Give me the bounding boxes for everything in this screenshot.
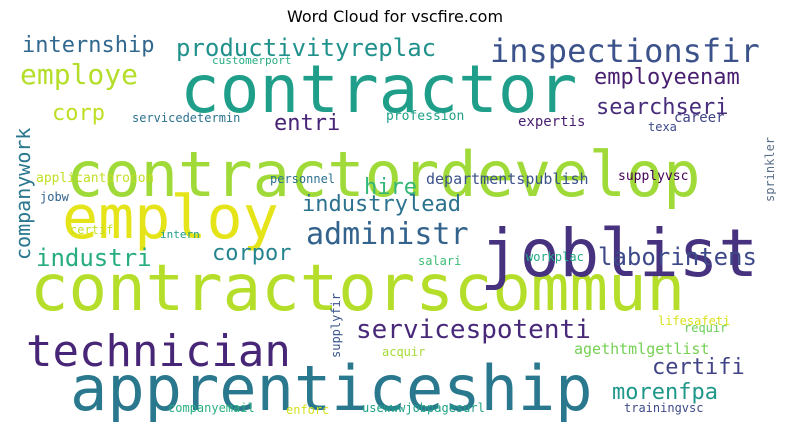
word-corpor: corpor [212, 241, 291, 266]
word-usewwwjobpagesurl: usewwwjobpagesurl [362, 401, 485, 415]
word-morenfpa: morenfpa [612, 380, 718, 405]
word-contractordevelop: contractordevelop [66, 138, 701, 211]
word-expertis: expertis [518, 114, 585, 130]
word-administr: administr [306, 217, 469, 252]
word-sprinkler: sprinkler [763, 137, 776, 202]
word-texa: texa [648, 120, 677, 134]
word-industrylead: industrylead [302, 192, 461, 217]
word-certif: certif [70, 223, 113, 237]
word-servicedetermin: servicedetermin [132, 111, 240, 125]
word-jobw: jobw [40, 190, 70, 204]
word-profession: profession [386, 109, 464, 124]
word-productivityreplac: productivityreplac [176, 34, 436, 62]
word-corp: corp [52, 101, 105, 126]
word-companywork: companywork [16, 128, 35, 260]
word-apprenticeship: apprenticeship [70, 352, 593, 422]
word-supplyvsc: supplyvsc [618, 169, 688, 184]
word-employe: employe [20, 58, 138, 91]
word-customerport: customerport [212, 54, 291, 67]
word-cloud-canvas: contractorscommun contractordevelop joblis… [16, 28, 776, 422]
word-employeenam: employeenam [594, 65, 740, 90]
word-entri: entri [274, 111, 340, 136]
word-trainingvsc: trainingvsc [624, 401, 703, 415]
word-industri: industri [36, 244, 152, 272]
word-salari: salari [418, 254, 461, 268]
word-agethtmlgetlist: agethtmlgetlist [574, 340, 709, 358]
word-employ: employ [62, 183, 279, 253]
word-inspectionsfir: inspectionsfir [490, 32, 760, 70]
word-career: career [674, 110, 725, 126]
word-cloud-svg: contractorscommun contractordevelopjoblis… [16, 32, 776, 422]
word-technician: technician [26, 326, 291, 377]
word-searchseri: searchseri [596, 95, 728, 120]
word-companyemail: companyemail [168, 401, 255, 415]
word-acquir: acquir [382, 345, 425, 359]
chart-title: Word Cloud for vscfire.com [286, 7, 504, 26]
word-workplac: workplac [526, 250, 584, 264]
word-contractorscommun: contractorscommun [30, 252, 685, 326]
word-enforc: enforc [286, 403, 329, 417]
word-internship: internship [22, 33, 154, 58]
word-departmentspublish: departmentspublish [426, 170, 589, 188]
word-applicantprocom: applicantprocom [36, 171, 154, 186]
word-lifesafeti: lifesafeti [658, 314, 730, 328]
word-certifi: certifi [652, 355, 745, 380]
word-laborintens: laborintens [598, 243, 757, 271]
word-contractor: contractor [180, 51, 577, 128]
word-joblist: joblist [480, 215, 758, 292]
word-intern: intern [160, 228, 200, 241]
word-requir: requir [684, 321, 727, 335]
word-servicespotenti: servicespotenti [356, 315, 591, 345]
word-supplyfir: supplyfir [329, 293, 343, 358]
word-hire: hire [364, 175, 417, 200]
word-personnel: personnel [270, 172, 335, 186]
